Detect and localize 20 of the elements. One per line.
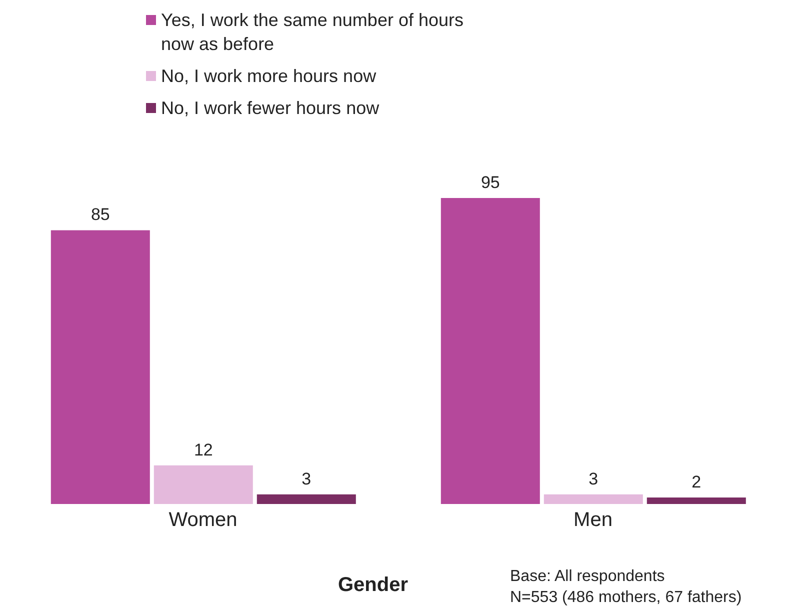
text: Base: All respondents (510, 567, 666, 587)
bar (50, 230, 150, 504)
bar (440, 198, 540, 504)
x-tick-label: Men (574, 509, 612, 532)
data-label: 85 (90, 205, 110, 224)
x-tick-label: Women (168, 509, 238, 532)
x-axis-title: Gender (338, 574, 408, 597)
data-label: 95 (480, 173, 500, 192)
legend-label: No, I work fewer hours now (161, 97, 380, 120)
legend-label: No, I work more hours now (161, 65, 376, 88)
bar (256, 494, 356, 504)
data-label: 3 (302, 469, 312, 488)
bar (154, 465, 253, 504)
bar (646, 498, 746, 504)
text: N=553 (486 mothers, 67 fathers) (510, 588, 742, 608)
legend-label: Yes, I work the same number of hours now as before (161, 9, 464, 56)
data-label: 2 (692, 472, 702, 492)
bar (544, 494, 643, 504)
data-label: 3 (588, 469, 598, 488)
data-label: 12 (194, 440, 213, 460)
